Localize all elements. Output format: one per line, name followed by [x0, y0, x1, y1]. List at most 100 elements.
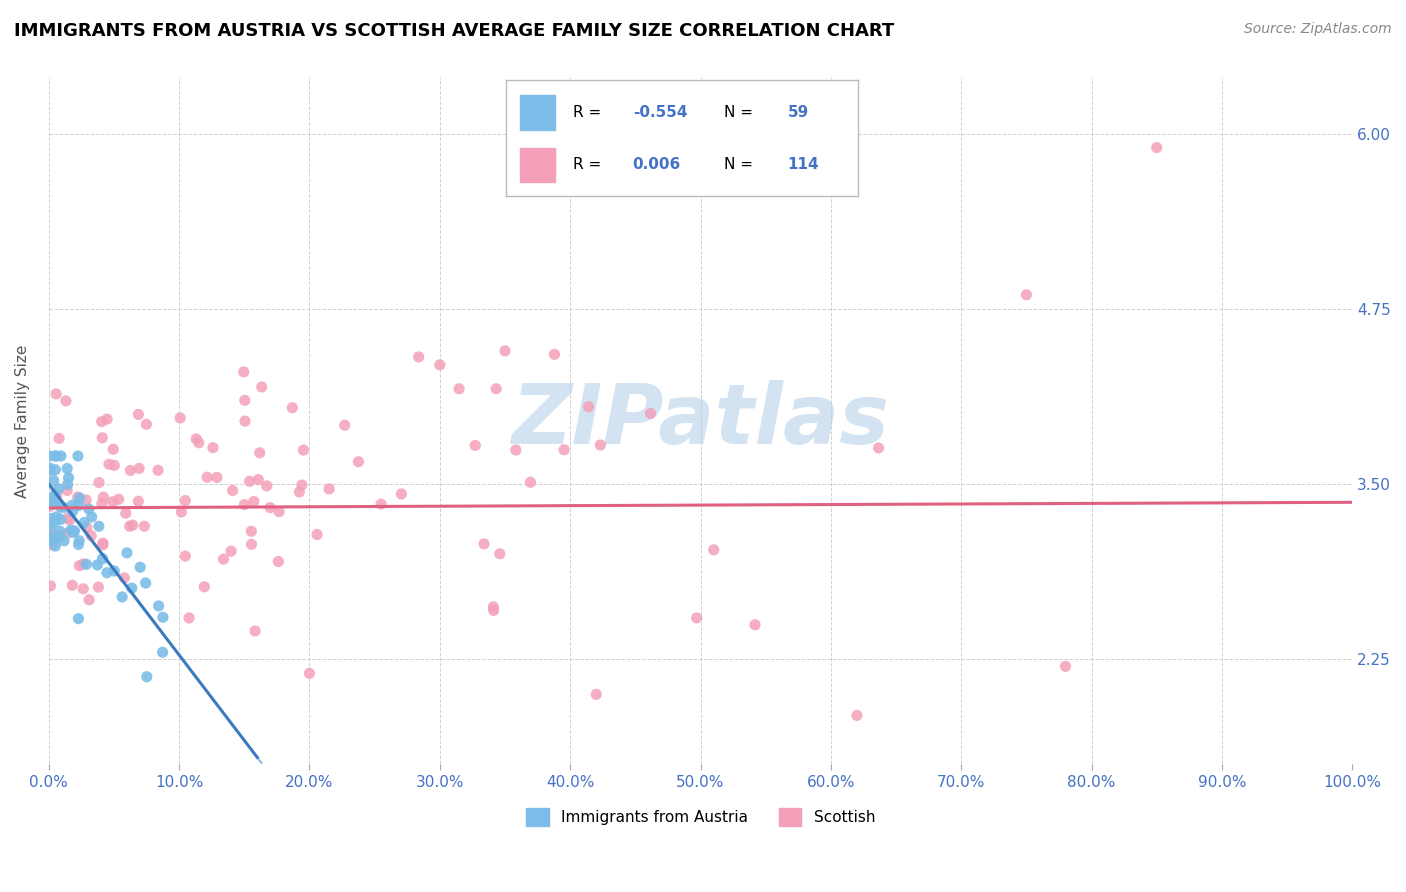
Point [42, 527, 65, 541]
Point [193, 580, 215, 594]
Point [41, 495, 63, 509]
Point [146, 463, 169, 477]
Point [494, 343, 516, 358]
Point [45, 488, 67, 502]
Point [170, 505, 193, 519]
Point [127, 408, 149, 422]
Point [39, 519, 62, 533]
Bar [520, 147, 555, 182]
Point [86, 558, 108, 572]
Point [91, 536, 114, 550]
Point [39, 500, 62, 514]
Point [41, 532, 63, 546]
Point [44, 488, 66, 502]
Point [38, 461, 60, 475]
Point [127, 494, 149, 508]
Point [87, 475, 110, 490]
Point [58, 471, 80, 485]
Point [187, 435, 209, 450]
Point [45, 497, 67, 511]
Point [195, 470, 218, 484]
Point [66, 449, 89, 463]
Point [60, 523, 83, 537]
Point [56, 511, 79, 525]
Point [256, 479, 278, 493]
Point [62, 525, 84, 540]
Point [96, 412, 118, 426]
Point [48, 431, 70, 445]
Point [177, 611, 200, 625]
Point [90, 415, 112, 429]
Point [91, 431, 114, 445]
Point [447, 382, 470, 396]
Point [845, 708, 868, 723]
Point [267, 505, 290, 519]
Point [232, 365, 254, 379]
Point [44, 539, 66, 553]
Point [152, 610, 174, 624]
Point [868, 441, 890, 455]
Point [333, 418, 356, 433]
Point [56, 526, 79, 541]
Text: Source: ZipAtlas.com: Source: ZipAtlas.com [1244, 22, 1392, 37]
Point [239, 475, 262, 489]
Point [233, 393, 256, 408]
Point [243, 494, 266, 508]
Point [186, 432, 208, 446]
Point [80, 510, 103, 524]
Point [1146, 140, 1168, 154]
Point [169, 410, 191, 425]
Point [212, 552, 235, 566]
Text: N =: N = [724, 157, 758, 172]
Point [482, 599, 505, 614]
Point [482, 603, 505, 617]
Point [247, 473, 270, 487]
Point [129, 560, 152, 574]
Point [103, 564, 125, 578]
Point [221, 483, 243, 498]
Point [118, 519, 141, 533]
Point [298, 666, 321, 681]
Point [39, 511, 62, 525]
Text: R =: R = [574, 105, 606, 120]
Point [72, 582, 94, 596]
Point [59, 513, 82, 527]
Point [56, 477, 79, 491]
Point [39, 579, 62, 593]
Point [488, 547, 510, 561]
Point [292, 443, 315, 458]
Point [205, 470, 228, 484]
Point [233, 414, 256, 428]
Point [429, 358, 451, 372]
Point [91, 538, 114, 552]
Point [640, 406, 662, 420]
Point [174, 549, 197, 563]
Point [174, 493, 197, 508]
Point [148, 599, 170, 613]
Point [45, 387, 67, 401]
Text: N =: N = [724, 105, 758, 120]
Point [66, 490, 89, 504]
Point [744, 617, 766, 632]
Point [267, 554, 290, 568]
Point [62, 504, 84, 518]
Point [49, 524, 72, 539]
Point [67, 612, 90, 626]
Point [67, 537, 90, 551]
Point [39, 463, 62, 477]
Point [53, 533, 76, 548]
Text: IMMIGRANTS FROM AUSTRIA VS SCOTTISH AVERAGE FAMILY SIZE CORRELATION CHART: IMMIGRANTS FROM AUSTRIA VS SCOTTISH AVER… [14, 22, 894, 40]
Point [121, 581, 143, 595]
Point [45, 449, 67, 463]
Point [703, 542, 725, 557]
Point [49, 512, 72, 526]
Text: 59: 59 [787, 105, 808, 120]
Point [201, 441, 224, 455]
Point [63, 524, 86, 538]
Point [250, 380, 273, 394]
Point [69, 491, 91, 505]
Point [96, 566, 118, 580]
Point [56, 483, 79, 498]
Point [686, 611, 709, 625]
Point [543, 347, 565, 361]
